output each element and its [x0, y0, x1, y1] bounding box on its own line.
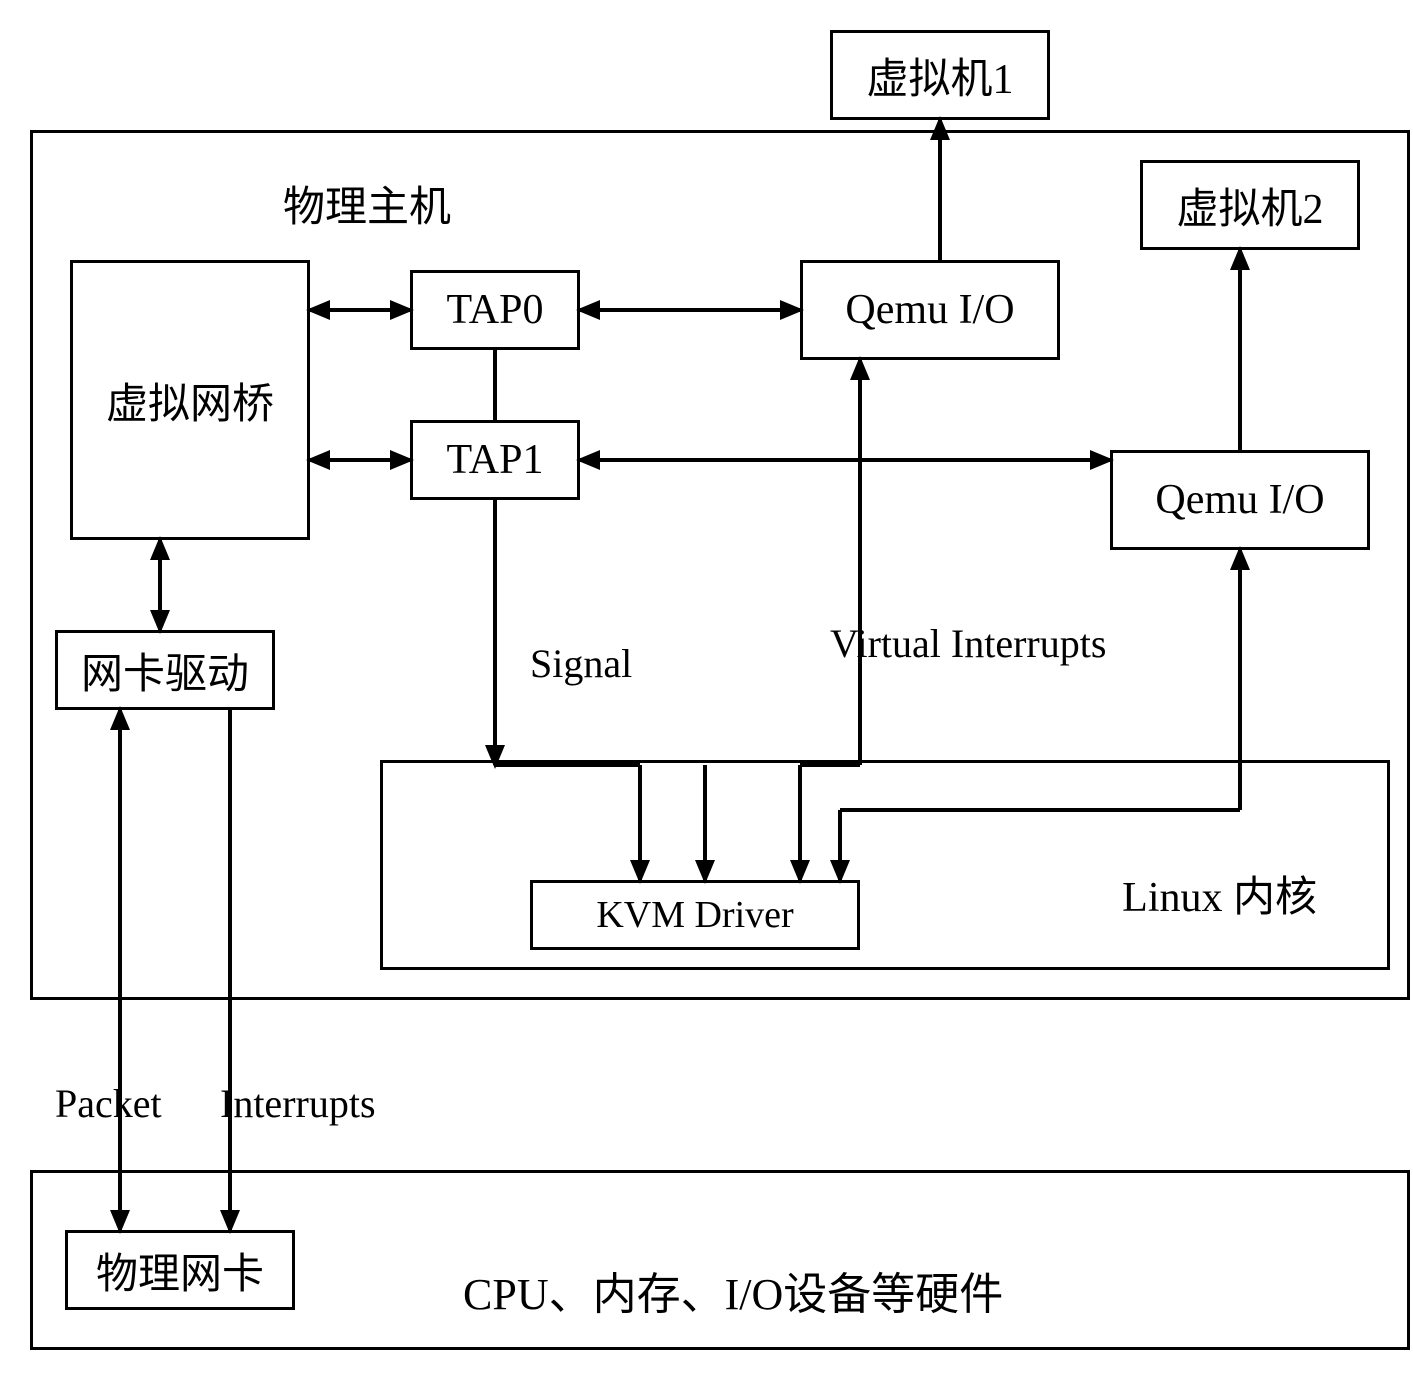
- vm1-label: 虚拟机1: [866, 45, 1013, 106]
- qemu-io2-label: Qemu I/O: [1155, 476, 1324, 524]
- kvm-driver-label: KVM Driver: [596, 893, 793, 937]
- qemu-io2-box: Qemu I/O: [1110, 450, 1370, 550]
- vm1-box: 虚拟机1: [830, 30, 1050, 120]
- kvm-driver-box: KVM Driver: [530, 880, 860, 950]
- tap0-box: TAP0: [410, 270, 580, 350]
- virtual-bridge-box: 虚拟网桥: [70, 260, 310, 540]
- tap1-box: TAP1: [410, 420, 580, 500]
- physical-nic-box: 物理网卡: [65, 1230, 295, 1310]
- virtual-bridge-label: 虚拟网桥: [106, 370, 274, 431]
- vm2-box: 虚拟机2: [1140, 160, 1360, 250]
- vm2-label: 虚拟机2: [1176, 175, 1323, 236]
- qemu-io1-label: Qemu I/O: [845, 286, 1014, 334]
- physical-nic-label: 物理网卡: [96, 1240, 264, 1301]
- nic-driver-box: 网卡驱动: [55, 630, 275, 710]
- signal-label: Signal: [530, 640, 632, 687]
- tap0-label: TAP0: [447, 286, 544, 334]
- linux-kernel-label: Linux 内核: [1122, 863, 1317, 924]
- physical-host-label: 物理主机: [283, 173, 451, 234]
- packet-label: Packet: [55, 1080, 162, 1127]
- interrupts-label: Interrupts: [220, 1080, 376, 1127]
- qemu-io1-box: Qemu I/O: [800, 260, 1060, 360]
- virtual-interrupts-label: Virtual Interrupts: [830, 620, 1106, 667]
- tap1-label: TAP1: [447, 436, 544, 484]
- nic-driver-label: 网卡驱动: [81, 640, 249, 701]
- hardware-label: CPU、内存、I/O设备等硬件: [463, 1258, 1003, 1322]
